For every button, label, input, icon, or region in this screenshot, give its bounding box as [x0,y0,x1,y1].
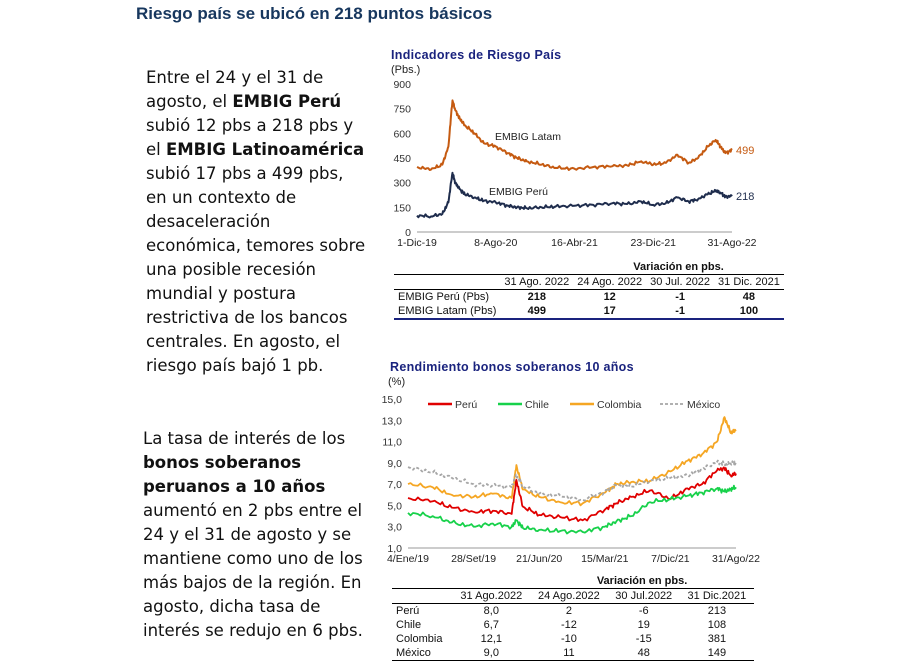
x-tick-label: 7/Dic/21 [651,553,690,565]
cell: -15 [635,633,652,645]
y-tick-label: 7,0 [387,479,402,491]
cell: 11 [563,647,575,659]
embig-paragraph: Entre el 24 y el 31 de agosto, el EMBIG … [146,68,366,375]
risk-col-header: 24 Ago. 2022 [577,276,643,288]
cell: 218 [527,291,547,303]
risk-col-header: 30 Jul. 2022 [650,276,711,288]
x-tick-label: 8-Ago-20 [474,237,517,249]
row-label: EMBIG Perú (Pbs) [398,291,490,303]
bond-yield-chart: 1,0 3,0 5,0 7,0 9,0 11,0 13,0 15,0 4/Ene/19 28/Se… [382,394,761,565]
legend-label: México [687,399,720,411]
cell: 19 [637,619,650,631]
x-tick-label: 21/Jun/20 [516,553,562,565]
cell: 108 [707,619,727,631]
chart2-title: Rendimiento bonos soberanos 10 años [390,360,634,374]
y-tick-label: 750 [393,104,411,116]
x-tick-label: 31/Ago/22 [712,553,760,565]
cell: 6,7 [483,619,499,631]
bond-table-group-header: Variación en pbs. [596,575,688,587]
legend-label: Perú [455,399,477,411]
x-tick-label: 4/Ene/19 [387,553,429,565]
cell: 9,0 [483,647,499,659]
bond-col-header: 31 Ago.2022 [460,590,523,602]
row-label: Perú [396,605,420,617]
table-row: EMBIG Latam (Pbs) 499 17 -1 100 [394,304,784,319]
table-row: México 9,0 11 48 149 [392,646,754,661]
table-row: Perú 8,0 2 -6 213 [392,604,754,619]
cell: 499 [527,305,547,317]
chart1-title: Indicadores de Riesgo País [391,48,562,62]
x-tick-label: 28/Set/19 [451,553,496,565]
cell: -1 [675,305,685,317]
slide-title: Riesgo país se ubicó en 218 puntos básic… [136,4,493,23]
table-row: EMBIG Perú (Pbs) 218 12 -1 48 [394,290,784,305]
bond-col-header: 24 Ago.2022 [538,590,600,602]
y-tick-label: 3,0 [387,522,402,534]
cell: 17 [603,305,616,317]
y-tick-label: 1,0 [387,543,402,555]
chart1-ylabel: (Pbs.) [391,64,421,76]
table-row: Colombia 12,1 -10 -15 381 [392,632,754,646]
series-label-embig-peru: EMBIG Perú [489,186,548,198]
end-label-peru: 218 [736,191,754,203]
series-line-embig-per- [416,171,733,219]
cell: 12 [603,291,616,303]
y-tick-label: 5,0 [387,500,402,512]
series-line-colombia [407,416,737,507]
x-tick-label: 16-Abr-21 [551,237,598,249]
risk-table-group-header: Variación en pbs. [633,261,724,273]
cell: -12 [560,619,577,631]
y-tick-label: 300 [393,178,411,190]
cell: 48 [637,647,650,659]
cell: -1 [675,291,685,303]
y-tick-label: 15,0 [382,394,403,406]
risk-col-header: 31 Ago. 2022 [504,276,570,288]
row-label: Chile [396,619,422,631]
row-label: México [396,647,431,659]
legend-label: Colombia [597,399,642,411]
cell: -6 [638,605,649,617]
cell: 100 [739,305,759,317]
x-tick-label: 1-Dic-19 [397,237,437,249]
series-label-embig-latam: EMBIG Latam [495,131,561,143]
cell: 381 [707,633,727,645]
cell: 12,1 [480,633,503,645]
y-tick-label: 9,0 [387,458,402,470]
bond-table: Variación en pbs. 31 Ago.2022 24 Ago.202… [392,574,754,661]
y-tick-label: 13,0 [382,415,403,427]
risk-chart: 0 150 300 450 600 750 900 1-Dic-19 8-Ago-20 16-Ab… [393,79,756,249]
bond-col-header: 30 Jul.2022 [615,590,673,602]
series-line-per- [407,466,737,522]
cell: 48 [742,291,756,303]
y-tick-label: 150 [393,202,411,214]
risk-table: Variación en pbs. 31 Ago. 2022 24 Ago. 2… [394,260,784,320]
table-row: Chile 6,7 -12 19 108 [392,618,754,632]
row-label: Colombia [396,633,443,645]
bond-col-header: 31 Dic.2021 [687,590,747,602]
cell: 149 [707,647,727,659]
series-line-m-xico [407,459,737,502]
series-line-embig-latam [416,99,733,171]
row-label: EMBIG Latam (Pbs) [398,305,497,317]
cell: 2 [565,605,572,617]
cell: 213 [707,605,727,617]
y-tick-label: 600 [393,128,411,140]
risk-col-header: 31 Dic. 2021 [718,276,780,288]
y-tick-label: 11,0 [382,437,402,449]
chart2-ylabel: (%) [388,376,406,388]
bond-yield-paragraph: La tasa de interés de los bonos soberano… [143,429,363,640]
x-tick-label: 15/Mar/21 [581,553,628,565]
cell: 8,0 [483,605,499,617]
y-tick-label: 900 [393,79,411,91]
end-label-latam: 499 [736,145,754,157]
x-tick-label: 31-Ago-22 [707,237,756,249]
legend-label: Chile [525,399,549,411]
cell: -10 [560,633,577,645]
y-tick-label: 0 [405,227,411,239]
x-tick-label: 23-Dic-21 [630,237,676,249]
y-tick-label: 450 [393,153,411,165]
series-line-chile [407,484,737,535]
